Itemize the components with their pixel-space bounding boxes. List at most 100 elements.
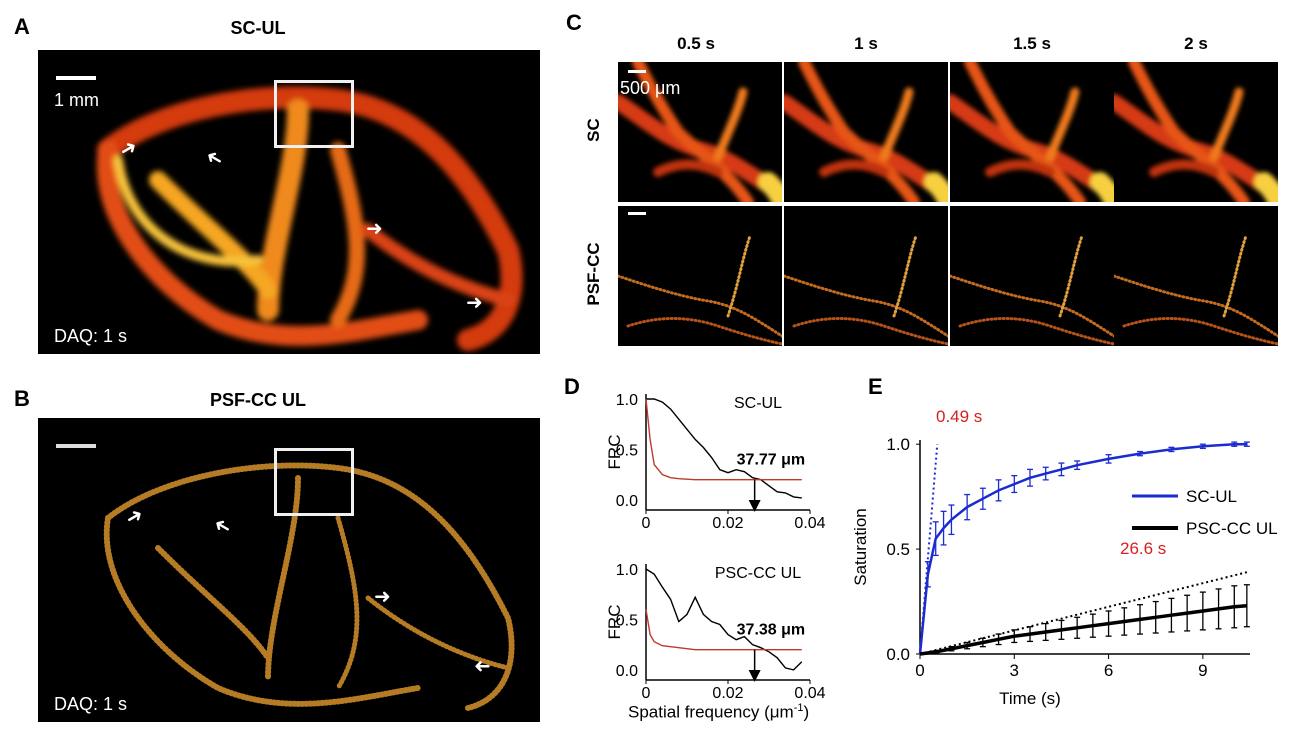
x-tick-label: 0.02: [712, 515, 743, 532]
x-tick-label: 0: [642, 515, 651, 532]
tile-vessel: [792, 317, 948, 346]
tile-vessel: [1128, 62, 1250, 202]
y-axis-label: FRC: [605, 435, 624, 470]
y-tick-label: 0.5: [616, 612, 638, 629]
panel-c-tile-1-0: [618, 206, 782, 346]
row-label-sc: SC: [584, 118, 603, 142]
tile-vessel: [1045, 87, 1080, 162]
tile-vessel: [632, 62, 754, 202]
panel-c-tile-1-3: [1114, 206, 1278, 346]
tile-vessels: [950, 62, 1114, 202]
tile-vessel: [892, 234, 918, 318]
tile-vessel: [626, 317, 782, 346]
panel-c-tile-0-3: [1114, 62, 1278, 202]
panel-c-scalebar-2: [628, 212, 646, 215]
tile-vessels: [784, 62, 948, 202]
chart-title: PSC-CC UL: [715, 565, 801, 582]
tile-vessel-group: [1114, 62, 1278, 202]
tile-vessel-group: [618, 234, 782, 346]
tile-vessel: [1222, 234, 1248, 318]
panel-a-daq: DAQ: 1 s: [54, 326, 128, 346]
tile-vessel: [950, 274, 1114, 338]
arrow-icon: ➜: [374, 586, 391, 608]
panel-b-roi-box: [274, 448, 354, 516]
panel-b-label: B: [14, 386, 30, 411]
x-tick-label: 0: [915, 661, 924, 680]
psc-cc-ul-line: [919, 603, 1248, 656]
psc-fit-line: [919, 571, 1248, 655]
panel-d-xlabel-sup: -1: [793, 702, 804, 714]
panel-c-tile-1-1: [784, 206, 948, 346]
panel-b-scalebar: [56, 444, 96, 448]
tile-vessel: [726, 234, 752, 318]
panel-d-label: D: [564, 374, 580, 399]
threshold-curve: [645, 609, 802, 651]
panel-e-chart: 0.0 0.5 1.0 0 3 6 9 Time (s) Saturation 0.49 s 26.…: [851, 407, 1278, 708]
panel-a-title: SC-UL: [230, 18, 286, 38]
x-tick-label: 0.04: [794, 515, 825, 532]
x-tick-label: 3: [1010, 661, 1019, 680]
tile-vessel-group: [950, 234, 1114, 346]
x-tick-label: 0.04: [794, 685, 825, 702]
legend-sc-label: SC-UL: [1186, 487, 1237, 506]
tile-vessel: [958, 317, 1114, 346]
x-axis-label: Time (s): [999, 689, 1061, 708]
panel-b-daq: DAQ: 1 s: [54, 694, 128, 714]
tile-vessels: [950, 234, 1114, 346]
panel-c-tile-0-0: [618, 62, 782, 202]
tile-vessel-group: [1114, 234, 1278, 346]
tile-vessel: [879, 87, 914, 162]
tile-vessel: [1122, 317, 1278, 346]
panel-c-tile-1-2: [950, 206, 1114, 346]
legend-psc-label: PSC-CC UL: [1186, 519, 1278, 538]
panel-d-xlabel-main: Spatial frequency (μm: [628, 702, 794, 722]
tile-vessel-group: [950, 62, 1114, 202]
tile-vessels: [618, 234, 782, 346]
panel-c-tile-0-1: [784, 62, 948, 202]
time-constant-sc: 0.49 s: [936, 407, 982, 426]
y-tick-label: 0.0: [616, 663, 638, 680]
panel-c-label: C: [566, 10, 582, 35]
tile-vessel: [1254, 172, 1278, 202]
panel-b-image: DAQ: 1 s ➜ ➜ ➜ ➜: [38, 418, 540, 722]
frc-curve: [646, 398, 802, 499]
x-tick-label: 6: [1104, 661, 1113, 680]
y-axis-label: FRC: [605, 605, 624, 640]
panel-a-scalebar-label: 1 mm: [54, 90, 99, 110]
arrow-icon: ➜: [366, 218, 383, 240]
y-tick-label: 0.0: [886, 645, 910, 664]
tile-vessel: [1090, 172, 1114, 202]
tile-vessel: [819, 159, 889, 177]
panel-a-vessels: [96, 86, 523, 351]
x-tick-label: 9: [1198, 661, 1207, 680]
x-tick-label: 0: [642, 685, 651, 702]
panel-e-label: E: [868, 374, 883, 399]
row-label-psfcc: PSF-CC: [584, 242, 603, 306]
tile-vessel: [798, 62, 920, 202]
y-axis-label: Saturation: [851, 508, 870, 586]
tile-vessel: [1058, 234, 1084, 318]
tile-vessels: [1114, 62, 1278, 202]
time-label-2: 1.5 s: [1013, 34, 1051, 53]
panel-a-roi-box: [274, 80, 354, 148]
tile-vessels: [1114, 234, 1278, 346]
tile-vessel: [1209, 87, 1244, 162]
y-tick-label: 0.5: [616, 442, 638, 459]
tile-vessel-group: [784, 62, 948, 202]
tile-vessel: [653, 159, 723, 177]
tile-vessel: [964, 62, 1086, 202]
tile-vessel: [713, 87, 748, 162]
time-constant-psc: 26.6 s: [1120, 539, 1166, 558]
y-tick-label: 0.5: [886, 540, 910, 559]
chart-title: SC-UL: [734, 395, 782, 412]
y-tick-label: 1.0: [886, 435, 910, 454]
panel-b-title: PSF-CC UL: [210, 390, 306, 410]
resolution-annotation: 37.38 μm: [737, 622, 806, 639]
frc-curve: [645, 568, 803, 671]
panel-a-image: 1 mm DAQ: 1 s ➜ ➜ ➜ ➜: [38, 50, 540, 354]
tile-vessel: [1149, 159, 1219, 177]
tile-vessel: [1114, 274, 1278, 338]
panel-d-bottom-chart: 0.0 0.5 1.0 0 0.02 0.04 FRC PSC-CC UL 37.38 μm: [605, 562, 826, 702]
tile-vessel: [784, 274, 948, 338]
panel-c-scalebar-label: 500 μm: [620, 78, 681, 98]
